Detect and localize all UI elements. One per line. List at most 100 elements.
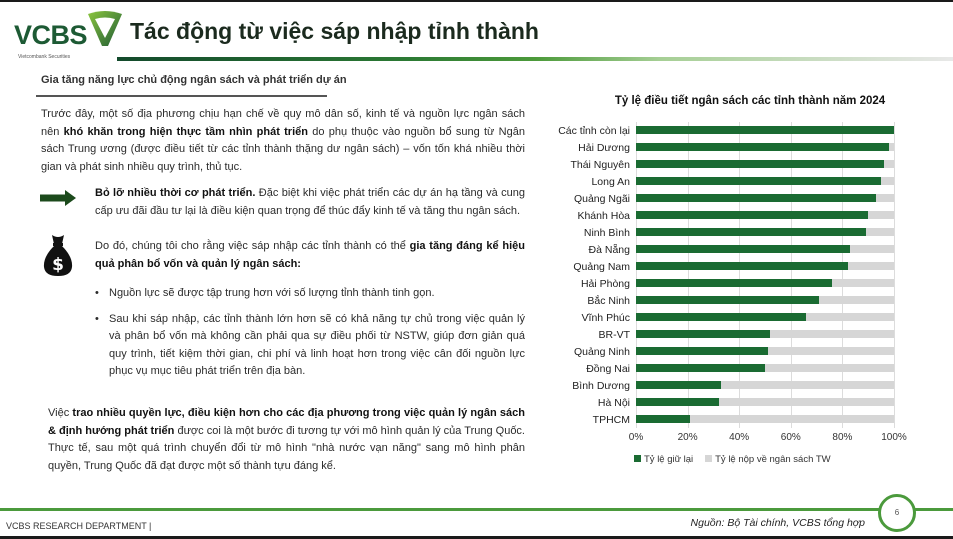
bar-retained-share	[636, 245, 851, 253]
bar-central-share	[636, 415, 894, 423]
x-tick-label: 60%	[780, 432, 801, 443]
bar-central-share	[636, 398, 894, 406]
bottom-border	[0, 536, 953, 539]
budget-ratio-chart: Tỷ lệ điều tiết ngân sách các tỉnh thành…	[550, 90, 950, 480]
bar-row: Quảng Ninh	[574, 347, 894, 364]
bar-row: Vĩnh Phúc	[582, 313, 894, 330]
conclusion-paragraph: Do đó, chúng tôi cho rằng việc sáp nhập …	[95, 240, 525, 270]
bar-central-share	[636, 381, 894, 389]
bar-label: Khánh Hòa	[577, 210, 630, 222]
page-number: 6	[894, 508, 900, 517]
gridline	[842, 122, 844, 428]
footer-rule	[0, 508, 880, 511]
bar-label: Đồng Nai	[586, 363, 630, 375]
bar-retained-share	[636, 364, 765, 372]
bar-retained-share	[636, 381, 722, 389]
list-item: Sau khi sáp nhập, các tỉnh thành lớn hơn…	[95, 311, 525, 381]
bar-label: BR-VT	[598, 329, 631, 341]
x-tick-label: 80%	[832, 432, 853, 443]
intro-paragraph: Trước đây, một số địa phương chịu hạn ch…	[41, 108, 525, 173]
chart-title: Tỷ lệ điều tiết ngân sách các tỉnh thành…	[614, 95, 886, 107]
logo-subtitle: Vietcombank Securities	[18, 54, 71, 60]
bar-row: TPHCM	[593, 415, 894, 432]
page-title: Tác động từ việc sáp nhập tỉnh thành	[130, 18, 539, 44]
top-border	[0, 0, 953, 2]
bar-row: Thái Nguyên	[570, 160, 894, 177]
vcbs-logo: VCBS Vietcombank Securities	[14, 11, 129, 60]
bar-label: Bình Dương	[572, 380, 630, 392]
bar-row: Hải Phòng	[581, 279, 894, 296]
vcbs-shield-icon	[88, 11, 122, 46]
bar-row: Hà Nội	[598, 398, 894, 415]
chart-source: Nguồn: Bộ Tài chính, VCBS tổng hợp	[690, 517, 865, 529]
bar-row: Đồng Nai	[586, 364, 894, 381]
footer-rule	[912, 508, 953, 511]
bar-label: Vĩnh Phúc	[581, 312, 630, 324]
bar-retained-share	[636, 347, 768, 355]
money-bag-icon: $	[43, 235, 73, 276]
legend-swatch	[705, 455, 713, 462]
bar-central-share	[636, 364, 894, 372]
bar-row: Quảng Nam	[573, 262, 894, 279]
gridline	[790, 122, 792, 428]
bar-retained-share	[636, 160, 884, 168]
bar-label: Hải Phòng	[580, 278, 630, 290]
bar-row: Quảng Ngãi	[574, 194, 894, 211]
bar-row: Bắc Ninh	[587, 296, 894, 313]
bar-row: Long An	[591, 177, 894, 194]
chart-plot-area: Các tỉnh còn lại Hải Dương Thái Nguyên Long…	[558, 122, 895, 428]
gridline	[739, 122, 741, 428]
bar-row: BR-VT	[599, 330, 894, 347]
gridline	[636, 122, 637, 428]
title-underline	[117, 57, 953, 61]
bar-retained-share	[636, 211, 869, 219]
bar-row: Khánh Hòa	[577, 211, 894, 228]
svg-text:$: $	[52, 255, 64, 275]
bar-retained-share	[636, 415, 691, 423]
benefit-list: Nguồn lực sẽ được tập trung hơn với số l…	[95, 285, 525, 389]
gridline	[894, 122, 895, 428]
chart-legend: Tỷ lệ giữ lại Tỷ lệ nộp về ngân sách TW	[634, 454, 831, 465]
bar-retained-share	[636, 228, 866, 236]
logo-text: VCBS	[14, 20, 88, 50]
bar-label: Đà Nẵng	[588, 244, 630, 256]
bar-row: Bình Dương	[572, 381, 894, 398]
bar-retained-share	[636, 177, 882, 185]
right-arrow-icon	[40, 190, 76, 206]
bar-label: Quảng Ngãi	[573, 193, 630, 205]
bar-retained-share	[636, 194, 876, 202]
legend-item-retained: Tỷ lệ giữ lại	[634, 454, 693, 465]
bar-label: TPHCM	[592, 414, 630, 426]
bar-retained-share	[636, 126, 894, 134]
bar-label: Thái Nguyên	[570, 159, 630, 171]
bar-retained-share	[636, 296, 820, 304]
bar-label: Hà Nội	[597, 397, 630, 409]
x-tick-label: 20%	[677, 432, 698, 443]
china-model-paragraph: Việc trao nhiều quyền lực, điều kiện hơn…	[48, 407, 525, 472]
legend-swatch	[634, 455, 641, 462]
section-divider	[36, 95, 327, 97]
bar-retained-share	[636, 262, 848, 270]
bar-label: Quảng Nam	[573, 261, 630, 273]
bar-label: Long An	[591, 176, 630, 188]
bar-label: Bắc Ninh	[587, 295, 630, 307]
section-heading: Gia tăng năng lực chủ động ngân sách và …	[41, 74, 347, 86]
legend-item-central: Tỷ lệ nộp về ngân sách TW	[705, 454, 831, 465]
bar-label: Quảng Ninh	[573, 346, 630, 358]
gridline	[687, 122, 689, 428]
bar-label: Các tỉnh còn lại	[558, 125, 630, 137]
missed-opportunity-paragraph: Bỏ lỡ nhiều thời cơ phát triển. Đặc biệt…	[95, 187, 525, 217]
x-tick-label: 100%	[881, 432, 907, 443]
bar-retained-share	[636, 330, 771, 338]
bar-retained-share	[636, 313, 807, 321]
bar-label: Ninh Bình	[583, 227, 630, 239]
x-tick-label: 0%	[628, 432, 644, 443]
bar-retained-share	[636, 143, 889, 151]
bar-retained-share	[636, 279, 833, 287]
footer-department: VCBS RESEARCH DEPARTMENT |	[6, 521, 152, 531]
x-tick-label: 40%	[729, 432, 750, 443]
bar-row: Đà Nẵng	[589, 245, 894, 262]
bar-label: Hải Dương	[578, 142, 630, 154]
bar-row: Ninh Bình	[584, 228, 894, 245]
page-number-badge: 6	[878, 494, 916, 532]
